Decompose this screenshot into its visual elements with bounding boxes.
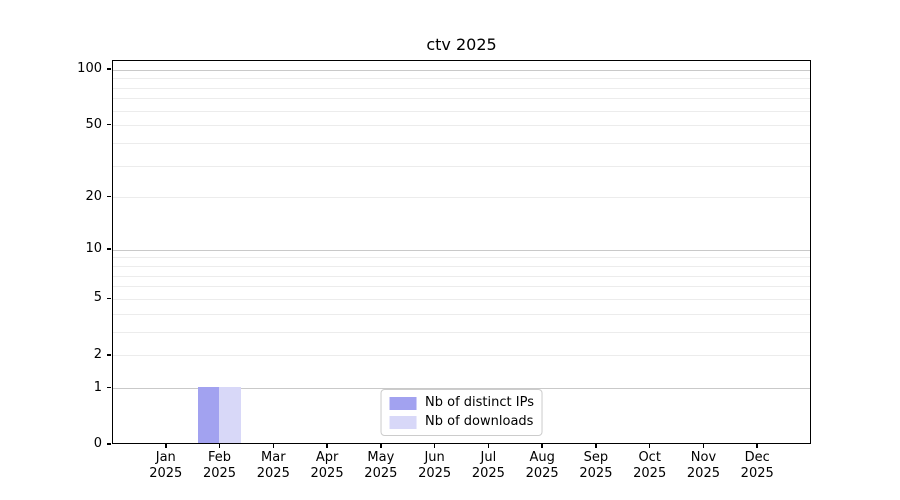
minor-gridline bbox=[113, 266, 810, 268]
minor-gridline bbox=[113, 87, 810, 89]
x-tick-label: Apr 2025 bbox=[310, 450, 344, 481]
x-tick-mark bbox=[648, 444, 651, 448]
minor-gridline bbox=[113, 313, 810, 315]
y-tick-label: 0 bbox=[93, 436, 102, 451]
minor-gridline bbox=[113, 275, 810, 277]
y-tick-mark bbox=[106, 443, 111, 445]
x-tick-label: May 2025 bbox=[364, 450, 398, 481]
minor-gridline bbox=[113, 331, 810, 333]
major-gridline bbox=[113, 69, 810, 71]
minor-gridline bbox=[113, 98, 810, 100]
x-tick-label: Sep 2025 bbox=[579, 450, 613, 481]
y-tick-mark bbox=[106, 297, 111, 300]
x-tick-label: Mar 2025 bbox=[256, 450, 290, 481]
x-tick-label: Feb 2025 bbox=[202, 450, 237, 481]
x-tick-mark bbox=[487, 444, 490, 448]
legend-swatch bbox=[389, 415, 417, 429]
minor-gridline bbox=[113, 165, 810, 167]
legend-row: Nb of downloads bbox=[389, 415, 534, 429]
major-gridline bbox=[113, 249, 810, 251]
legend-row: Nb of distinct IPs bbox=[389, 396, 534, 410]
bar-feb-series2 bbox=[219, 386, 241, 443]
minor-gridline bbox=[113, 142, 810, 144]
minor-gridline bbox=[113, 125, 810, 127]
y-tick-mark bbox=[106, 248, 111, 250]
minor-gridline bbox=[113, 355, 810, 357]
minor-gridline bbox=[113, 286, 810, 288]
bar-feb-series1 bbox=[197, 386, 220, 443]
x-tick-label: Jul 2025 bbox=[471, 450, 505, 481]
y-tick-mark bbox=[106, 68, 111, 70]
y-tick-label: 50 bbox=[85, 116, 102, 132]
legend: Nb of distinct IPs Nb of downloads bbox=[380, 389, 543, 436]
y-tick-label: 2 bbox=[93, 346, 102, 362]
y-tick-label: 100 bbox=[77, 61, 102, 77]
minor-gridline bbox=[113, 78, 810, 80]
y-tick-mark bbox=[106, 123, 111, 126]
y-tick-mark bbox=[106, 354, 111, 356]
x-tick-label: Jan 2025 bbox=[149, 450, 183, 481]
minor-gridline bbox=[113, 257, 810, 259]
minor-gridline bbox=[113, 110, 810, 112]
x-tick-label: Jun 2025 bbox=[418, 450, 452, 481]
x-tick-label: Oct 2025 bbox=[633, 450, 667, 481]
y-tick-mark bbox=[106, 195, 111, 198]
y-tick-mark bbox=[106, 386, 111, 389]
y-tick-label: 5 bbox=[93, 290, 102, 306]
x-tick-mark bbox=[165, 444, 167, 448]
x-tick-mark bbox=[380, 444, 382, 448]
x-tick-label: Aug 2025 bbox=[525, 450, 559, 481]
x-tick-mark bbox=[272, 444, 275, 448]
legend-label: Nb of downloads bbox=[425, 414, 534, 429]
major-gridline bbox=[113, 388, 810, 390]
legend-label: Nb of distinct IPs bbox=[425, 395, 534, 410]
y-tick-label: 1 bbox=[93, 379, 102, 395]
y-tick-label: 20 bbox=[85, 188, 102, 204]
plot-area bbox=[112, 60, 811, 444]
y-tick-label: 10 bbox=[85, 241, 102, 257]
x-tick-label: Dec 2025 bbox=[740, 450, 774, 481]
x-tick-label: Nov 2025 bbox=[686, 450, 720, 481]
x-tick-mark bbox=[433, 444, 436, 448]
minor-gridline bbox=[113, 197, 810, 199]
minor-gridline bbox=[113, 298, 810, 300]
x-tick-mark bbox=[756, 444, 758, 448]
x-tick-mark bbox=[541, 444, 543, 448]
x-tick-mark bbox=[702, 444, 705, 448]
x-tick-mark bbox=[218, 444, 221, 448]
x-tick-mark bbox=[595, 444, 597, 448]
legend-swatch bbox=[389, 396, 417, 410]
chart-title: ctv 2025 bbox=[426, 35, 497, 54]
x-tick-mark bbox=[326, 444, 328, 448]
